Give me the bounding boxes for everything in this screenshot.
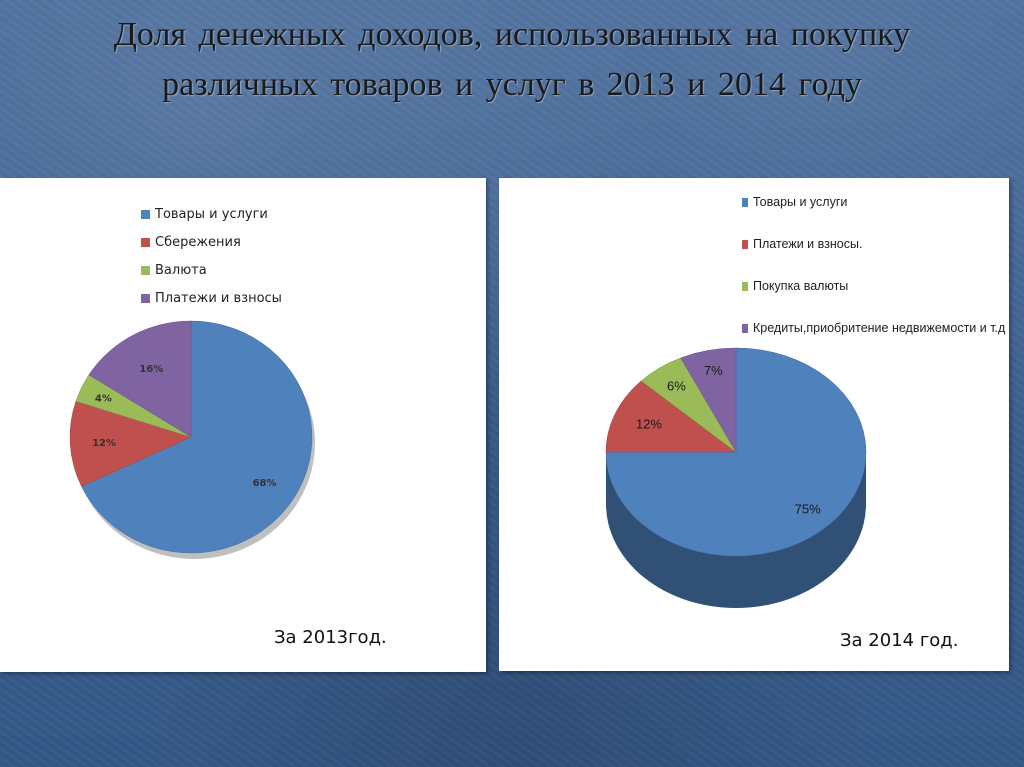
pie-chart-2013: 68% 12% 4% 16% Товары и услуги Сбережения Валю… — [69, 207, 315, 559]
pie-side-1-0 — [606, 452, 866, 608]
legend-swatch — [742, 198, 748, 207]
title-line-2: различных товаров и услуг в 2013 и 2014 … — [162, 66, 862, 103]
legend-swatch — [141, 294, 150, 303]
pie-slice-сбережения — [69, 400, 192, 487]
pie-data-label: 68% — [253, 478, 277, 489]
legend-swatch — [742, 324, 748, 333]
legend-item: Покупка валюты — [753, 279, 848, 293]
pie-slice-товары-и-услуги — [605, 347, 867, 557]
legend-item: Платежи и взносы. — [753, 237, 862, 251]
slide-title: Доля денежных доходов, использованных на… — [0, 10, 1024, 110]
legend-item: Товары и услуги — [753, 195, 847, 209]
legend-item: Платежи и взносы — [155, 291, 282, 306]
legend-swatch — [742, 282, 748, 291]
pie-data-label: 75% — [795, 501, 821, 516]
pie-slice-платежи-и-взносы — [605, 380, 737, 453]
chart-panel-2014: 75% 12% 6% 7% Товары и услуги Платежи и взнос… — [499, 178, 1009, 671]
legend-swatch — [141, 210, 150, 219]
chart-panel-2013: 68% 12% 4% 16% Товары и услуги Сбережения Валю… — [0, 178, 486, 672]
pie-data-label: 12% — [636, 416, 662, 431]
legend-swatch — [141, 266, 150, 275]
pie-slice-товары-и-услуги — [81, 320, 313, 554]
pie-chart-2014: 75% 12% 6% 7% Товары и услуги Платежи и взнос… — [605, 195, 1006, 608]
title-line-1: Доля денежных доходов, использованных на… — [113, 16, 911, 53]
legend-swatch — [742, 240, 748, 249]
pie-data-label: 12% — [92, 438, 116, 449]
legend-item: Кредиты,приобритение недвижемости и т.д — [753, 321, 1006, 335]
legend-item: Валюта — [155, 263, 207, 278]
pie-data-label: 6% — [667, 378, 686, 393]
pie-slice-кредиты-приобритение-недвижемости-и-т-д — [680, 347, 737, 453]
chart-caption-2014: За 2014 год. — [840, 630, 959, 651]
pie-slice-платежи-и-взносы — [88, 320, 192, 438]
pie-data-label: 7% — [704, 363, 723, 378]
pie-data-label: 16% — [139, 364, 163, 375]
legend-swatch — [141, 238, 150, 247]
legend-item: Сбережения — [155, 235, 241, 250]
legend-item: Товары и услуги — [154, 207, 268, 222]
pie-data-label: 4% — [95, 393, 112, 404]
chart-caption-2013: За 2013год. — [274, 627, 387, 648]
